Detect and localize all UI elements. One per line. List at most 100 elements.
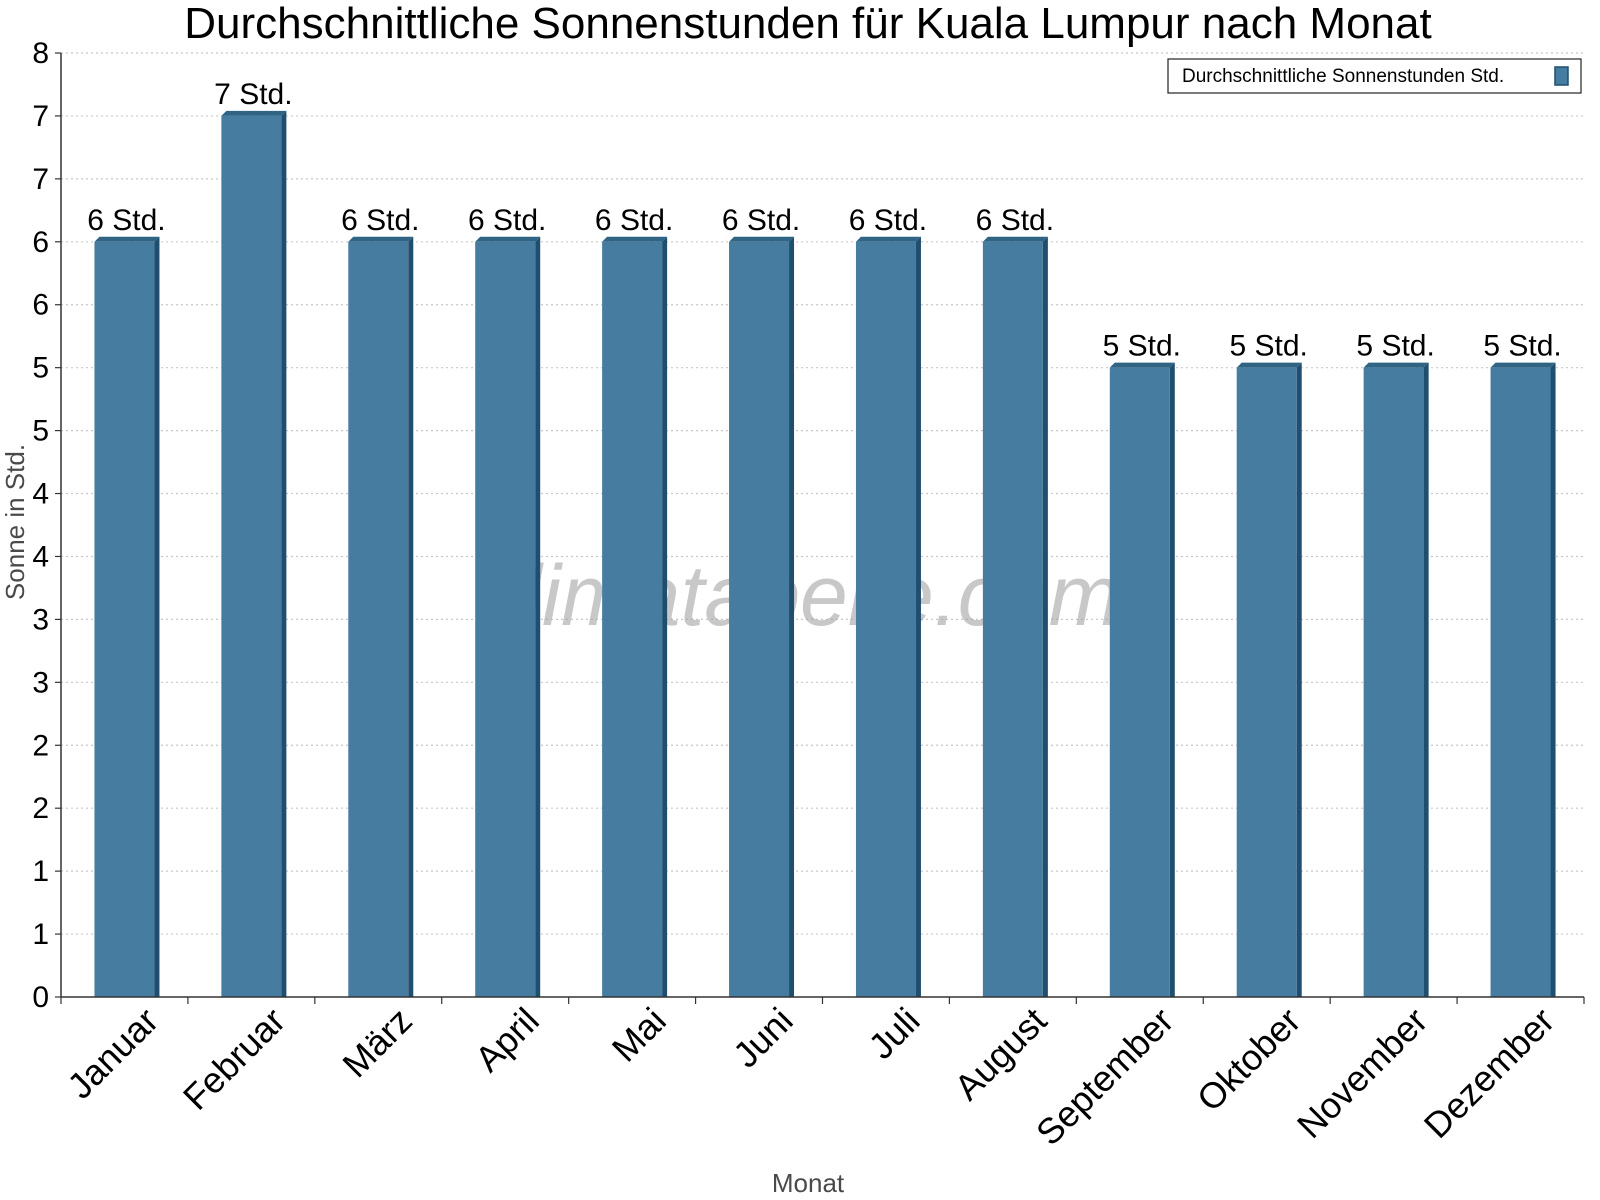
bar-side — [789, 236, 795, 998]
bar-front — [348, 241, 409, 998]
bar-top — [221, 110, 287, 116]
x-axis-label: Monat — [772, 1168, 845, 1198]
bar-top — [475, 236, 541, 242]
bar-front — [855, 241, 916, 998]
x-tick-label: Juli — [860, 1000, 927, 1067]
bars — [94, 110, 1556, 998]
bar — [1363, 362, 1429, 998]
bar-front — [475, 241, 536, 998]
bar-top — [1236, 362, 1302, 368]
data-label: 5 Std. — [1483, 330, 1561, 363]
bar-side — [1042, 236, 1048, 998]
legend-label: Durchschnittliche Sonnenstunden Std. — [1182, 66, 1504, 87]
bar-side — [408, 236, 414, 998]
chart-title: Durchschnittliche Sonnenstunden für Kual… — [184, 0, 1431, 48]
axes — [55, 52, 1585, 1004]
y-tick-label: 3 — [32, 603, 49, 636]
y-tick-label: 2 — [32, 729, 49, 762]
data-label: 6 Std. — [87, 204, 165, 237]
y-tick-label: 6 — [32, 289, 49, 322]
y-tick-label: 7 — [32, 100, 49, 133]
data-labels: 6 Std. 7 Std. 6 Std. 6 Std. 6 Std. 6 Std. 6 St… — [87, 78, 1561, 363]
bar — [1109, 362, 1175, 998]
data-label: 6 Std. — [849, 204, 927, 237]
bar-front — [982, 241, 1043, 998]
legend-box — [1167, 58, 1582, 94]
bar-side — [281, 110, 287, 997]
bar-front — [1490, 367, 1551, 998]
x-tick-label: April — [467, 1000, 547, 1080]
bar-top — [602, 236, 668, 242]
y-tick-label: 1 — [32, 855, 49, 888]
x-tick-label: Oktober — [1189, 1000, 1309, 1120]
x-tick-label: Dezember — [1416, 1000, 1562, 1146]
bar-side — [535, 236, 541, 998]
x-tick-label: November — [1289, 1000, 1435, 1146]
bar-top — [348, 236, 414, 242]
bar-top — [982, 236, 1048, 242]
x-tick-label: Februar — [175, 1000, 293, 1118]
bar-side — [154, 236, 160, 998]
legend: Durchschnittliche Sonnenstunden Std. — [1167, 58, 1582, 94]
data-label: 6 Std. — [468, 204, 546, 237]
x-tick-label: Januar — [59, 1000, 166, 1107]
y-tick-label: 4 — [32, 540, 49, 573]
x-tick-label: Juni — [725, 1000, 801, 1076]
grid-lines — [61, 52, 1584, 935]
bar-front — [729, 241, 790, 998]
data-label: 6 Std. — [976, 204, 1054, 237]
bar-side — [1550, 362, 1556, 998]
bar-top — [729, 236, 795, 242]
y-tick-label: 3 — [32, 666, 49, 699]
bar-top — [1363, 362, 1429, 368]
bar-front — [1363, 367, 1424, 998]
y-axis-label: Sonne in Std. — [0, 444, 30, 600]
legend-swatch — [1554, 66, 1569, 86]
bar — [348, 236, 414, 998]
bar-side — [1423, 362, 1429, 998]
y-tick-label: 8 — [32, 37, 49, 70]
data-label: 6 Std. — [341, 204, 419, 237]
bar — [1236, 362, 1302, 998]
y-tick-labels: 0 1 1 2 2 3 3 4 4 5 5 6 6 7 7 8 — [32, 37, 49, 1014]
bar-top — [1109, 362, 1175, 368]
bar-side — [1169, 362, 1175, 998]
y-tick-label: 5 — [32, 415, 49, 448]
data-label: 7 Std. — [214, 78, 292, 111]
x-tick-label: August — [946, 1000, 1054, 1108]
data-label: 5 Std. — [1356, 330, 1434, 363]
bar-side — [1296, 362, 1302, 998]
bar-front — [602, 241, 663, 998]
bar — [475, 236, 541, 998]
bar — [855, 236, 921, 998]
bar-side — [662, 236, 668, 998]
data-label: 6 Std. — [722, 204, 800, 237]
bar-top — [1490, 362, 1556, 368]
bar — [602, 236, 668, 998]
bar — [729, 236, 795, 998]
y-tick-label: 2 — [32, 792, 49, 825]
y-tick-label: 6 — [32, 226, 49, 259]
bar — [221, 110, 287, 997]
y-tick-label: 0 — [32, 981, 49, 1014]
data-label: 6 Std. — [595, 204, 673, 237]
bar-top — [855, 236, 921, 242]
data-label: 5 Std. — [1103, 330, 1181, 363]
data-label: 5 Std. — [1230, 330, 1308, 363]
bar-front — [94, 241, 155, 998]
x-tick-label: September — [1028, 1000, 1182, 1154]
bar-front — [221, 115, 282, 997]
x-tick-label: Mai — [604, 1000, 674, 1070]
x-tick-labels: Januar Februar März April Mai Juni Juli AugustS… — [59, 1000, 1562, 1154]
y-tick-label: 4 — [32, 478, 49, 511]
bar-front — [1236, 367, 1297, 998]
bar-front — [1109, 367, 1170, 998]
bar — [982, 236, 1048, 998]
bar-side — [915, 236, 921, 998]
bar — [1490, 362, 1556, 998]
y-tick-label: 1 — [32, 918, 49, 951]
y-tick-label: 5 — [32, 352, 49, 385]
bar-top — [94, 236, 160, 242]
bar — [94, 236, 160, 998]
